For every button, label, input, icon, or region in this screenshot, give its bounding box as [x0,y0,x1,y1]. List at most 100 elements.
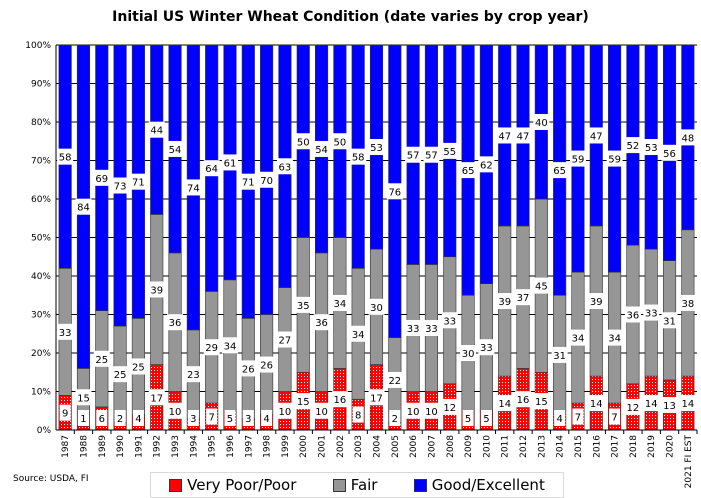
data-label: 26 [242,364,255,375]
data-label: 36 [627,311,640,322]
x-tick-label: 2001 [318,435,328,458]
data-label: 36 [315,318,328,329]
x-tick-label: 1991 [134,435,144,458]
data-label: 47 [498,131,511,142]
data-label-bg [93,169,110,186]
x-tick-label: 2009 [464,435,474,458]
data-label: 33 [59,328,72,339]
data-label-bg [221,337,238,354]
data-label: 2 [392,414,398,425]
data-label: 31 [553,351,566,362]
data-label-bg [331,391,348,408]
data-label-bg [423,402,440,419]
x-tick-label: 1992 [153,435,163,458]
data-label: 4 [556,414,562,425]
data-label-bg [276,402,293,419]
data-label-bg [167,140,184,157]
data-label-bg [331,133,348,150]
data-label-bg [606,329,623,346]
data-label: 14 [498,399,511,410]
data-label: 64 [205,164,218,175]
data-label-bg [368,389,385,406]
data-label-bg [679,294,696,311]
data-label: 12 [443,403,456,414]
data-label-bg [423,146,440,163]
data-label: 17 [150,393,163,404]
x-tick-label: 2010 [482,435,492,458]
data-label-bg [130,358,147,375]
x-tick-label: 1995 [208,435,218,458]
y-tick-label: 50% [31,234,51,244]
data-label: 10 [279,407,292,418]
y-tick-label: 0% [37,426,52,436]
legend-label: Fair [350,476,378,494]
data-label-bg [609,408,621,425]
data-label: 15 [77,393,90,404]
data-label: 8 [355,411,361,422]
data-label: 3 [190,414,196,425]
data-label: 34 [224,341,237,352]
x-tick-label: 2005 [391,435,401,458]
data-label-bg [96,410,108,426]
data-label: 22 [388,376,401,387]
data-label: 4 [135,414,141,425]
data-label: 25 [114,370,127,381]
data-label-bg [661,312,678,329]
data-label: 50 [334,137,347,148]
data-label: 25 [132,362,145,373]
data-label: 33 [443,316,456,327]
legend-swatch [413,478,427,492]
data-label-bg [533,277,550,294]
data-label: 14 [645,399,658,410]
data-label: 10 [169,407,182,418]
data-label-bg [295,133,312,150]
data-label: 34 [608,334,621,345]
data-label-bg [350,325,367,342]
x-tick-label: 2012 [519,435,529,458]
data-label: 2 [117,414,123,425]
x-tick-label: 1988 [79,435,89,458]
source-note: Source: USDA, FI [13,474,89,484]
x-tick-label: 1997 [244,435,254,458]
y-tick-label: 40% [31,272,51,282]
x-tick-label: 2020 [666,435,676,458]
x-tick-label: 2002 [336,435,346,458]
y-tick-label: 70% [31,157,51,167]
data-label-bg [368,139,385,156]
data-label-bg [112,177,129,194]
data-label: 47 [590,131,603,142]
x-tick-label: 1993 [171,435,181,458]
data-label-bg [405,146,422,163]
data-label: 47 [517,131,530,142]
data-label: 5 [483,414,489,425]
data-label-bg [624,137,641,154]
data-label-bg [313,140,330,157]
data-label-bg [261,410,273,426]
x-tick-label: 1994 [189,435,199,458]
x-tick-label: 2019 [647,435,657,458]
x-tick-label: 2015 [574,435,584,458]
data-label-bg [112,366,129,383]
data-label: 25 [95,355,108,366]
data-label: 30 [462,349,475,360]
data-label: 65 [553,166,566,177]
data-label-bg [258,171,275,188]
data-label: 36 [169,318,182,329]
data-label: 39 [590,297,603,308]
x-tick-label: 2014 [556,435,566,458]
data-label: 52 [627,141,640,152]
data-label-bg [515,289,532,306]
x-tick-label: 2007 [427,435,437,458]
data-label-bg [441,312,458,329]
data-label-bg [221,154,238,171]
data-label: 39 [150,285,163,296]
data-label: 44 [150,126,163,137]
data-label-bg [148,281,165,298]
data-label-bg [185,179,202,196]
data-label: 76 [388,187,401,198]
data-label-bg [242,410,254,426]
y-tick-label: 30% [31,311,51,321]
data-label-bg [679,395,696,412]
legend: Very Poor/Poor Fair Good/Excellent [150,472,564,498]
